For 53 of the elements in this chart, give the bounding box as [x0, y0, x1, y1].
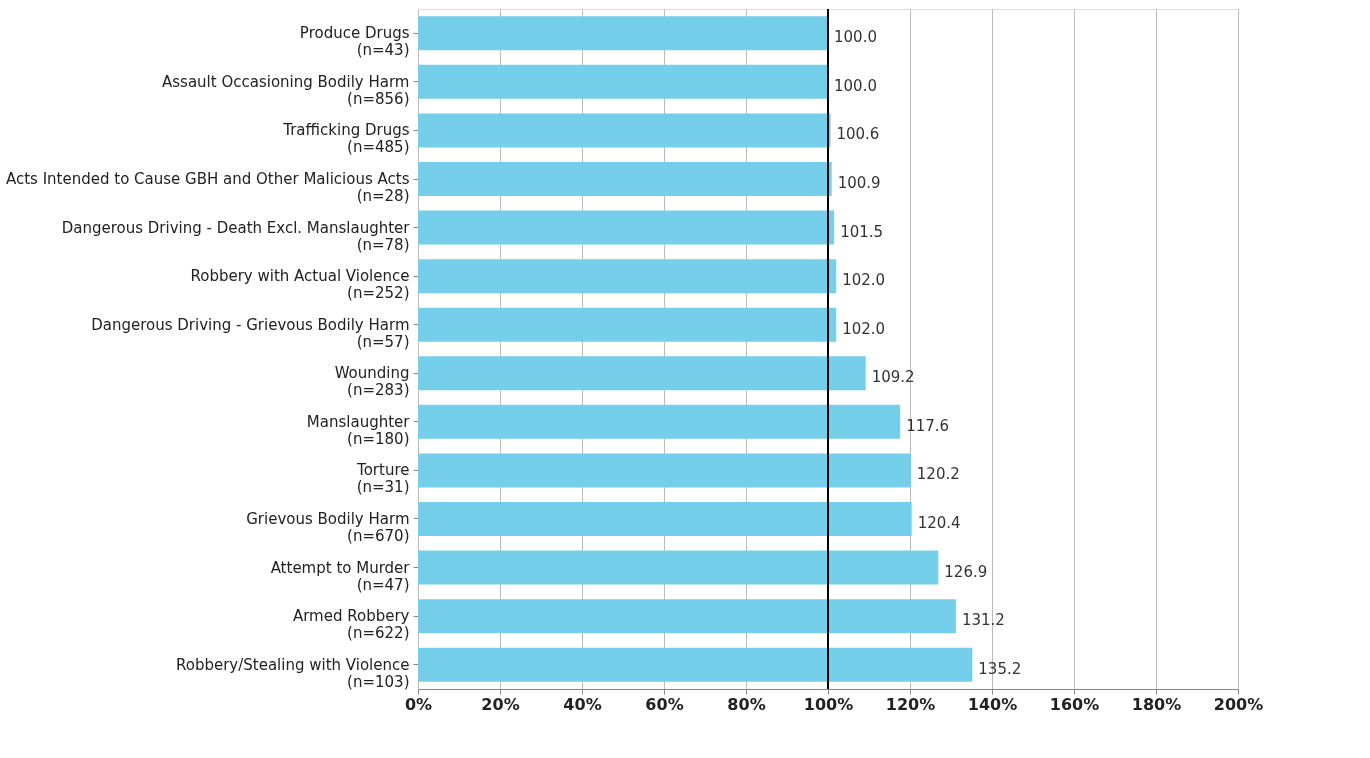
bar — [418, 113, 831, 148]
data-label: 135.2 — [978, 659, 1022, 678]
bar — [418, 259, 837, 294]
x-tick-label: 100% — [803, 694, 854, 714]
y-tick-label: Armed Robbery (n=622) — [292, 607, 410, 643]
x-tick-label: 180% — [1131, 694, 1182, 714]
y-tick-label: Torture (n=31) — [356, 461, 410, 497]
data-label: 131.2 — [961, 611, 1005, 630]
bar — [418, 16, 828, 51]
bar — [418, 502, 912, 536]
data-label: 102.0 — [842, 319, 886, 338]
bar — [418, 307, 837, 342]
y-tick-label: Robbery with Actual Violence (n=252) — [190, 267, 410, 303]
data-label: 100.0 — [834, 28, 877, 47]
data-label: 120.2 — [916, 465, 960, 484]
bar — [418, 550, 939, 585]
y-tick-label: Attempt to Murder (n=47) — [270, 558, 411, 594]
x-tick-label: 20% — [481, 694, 520, 714]
x-tick-label: 160% — [1049, 694, 1100, 714]
y-tick-label: Acts Intended to Cause GBH and Other Malicious Acts (n=28) — [5, 170, 410, 205]
bar — [418, 356, 866, 391]
y-tick-label: Produce Drugs (n=43) — [299, 24, 410, 60]
bar — [418, 210, 835, 245]
y-tick-label: Robbery/Stealing with Violence (n=103) — [176, 655, 410, 691]
data-label: 109.2 — [871, 368, 915, 387]
x-tick-label: 200% — [1213, 694, 1264, 714]
data-label: 117.6 — [906, 416, 950, 435]
data-label: 101.5 — [840, 222, 884, 241]
y-tick-label: Wounding (n=283) — [334, 364, 410, 400]
y-tick-label: Dangerous Driving - Death Excl. Manslaughter (n=78) — [61, 218, 411, 254]
data-label: 100.6 — [836, 125, 880, 144]
data-label: 102.0 — [842, 271, 886, 290]
x-tick-label: 40% — [563, 694, 602, 714]
bar — [418, 453, 911, 488]
y-tick-label: Assault Occasioning Bodily Harm (n=856) — [162, 72, 410, 108]
data-label: 126.9 — [944, 562, 988, 581]
x-tick-label: 0% — [404, 694, 433, 714]
bar — [418, 64, 828, 99]
bar — [418, 404, 901, 439]
y-tick-label: Grievous Bodily Harm (n=670) — [246, 510, 410, 545]
y-tick-label: Trafficking Drugs (n=485) — [282, 121, 410, 157]
bar — [418, 647, 973, 682]
x-tick-label: 80% — [727, 694, 766, 714]
x-tick-label: 120% — [885, 694, 936, 714]
x-tick-label: 60% — [645, 694, 684, 714]
y-tick-label: Manslaughter (n=180) — [306, 412, 411, 448]
bar — [418, 162, 832, 196]
bar — [418, 599, 956, 634]
x-tick-label: 140% — [967, 694, 1018, 714]
data-label: 120.4 — [917, 514, 961, 532]
y-tick-label: Dangerous Driving - Grievous Bodily Harm (n=57) — [91, 315, 410, 351]
data-label: 100.9 — [837, 174, 881, 192]
data-label: 100.0 — [834, 76, 877, 95]
